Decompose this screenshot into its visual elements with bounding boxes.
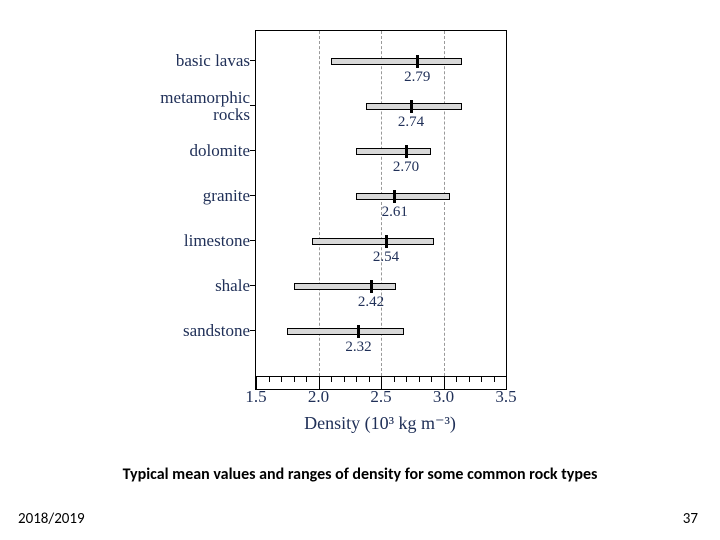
mean-value-label: 2.79	[404, 69, 430, 86]
y-tick-label: dolomite	[190, 142, 250, 159]
mean-value-label: 2.54	[373, 249, 399, 266]
y-tickmark	[250, 330, 255, 331]
footer-date: 2018/2019	[18, 510, 85, 528]
y-tickmark	[250, 285, 255, 286]
x-minor-tick	[344, 377, 345, 382]
x-minor-tick	[456, 377, 457, 382]
x-minor-tick	[431, 377, 432, 382]
density-range-chart: 2.792.742.702.612.542.422.32 1.52.02.53.…	[110, 15, 510, 415]
range-bar	[331, 58, 462, 65]
x-minor-tick	[331, 377, 332, 382]
x-minor-tick	[281, 377, 282, 382]
x-tick-label: 3.0	[433, 387, 454, 407]
mean-marker	[393, 190, 396, 203]
mean-value-label: 2.70	[393, 159, 419, 176]
x-minor-tick	[269, 377, 270, 382]
mean-marker	[410, 100, 413, 113]
x-tick-label: 3.5	[495, 387, 516, 407]
range-bar	[356, 193, 450, 200]
y-tick-label: granite	[203, 187, 250, 204]
page-number: 37	[683, 510, 698, 528]
gridline	[444, 31, 445, 376]
x-tick-label: 2.5	[370, 387, 391, 407]
x-minor-tick	[494, 377, 495, 382]
y-tick-label: metamorphicrocks	[160, 89, 250, 123]
plot-area: 2.79 2.74 2.70 2.61 2.54 2.42 2.32	[255, 30, 507, 377]
x-minor-tick	[394, 377, 395, 382]
y-tickmark	[250, 195, 255, 196]
x-minor-tick	[481, 377, 482, 382]
mean-marker	[385, 235, 388, 248]
range-bar	[287, 328, 403, 335]
mean-value-label: 2.42	[358, 294, 384, 311]
gridline	[319, 31, 320, 376]
mean-marker	[370, 280, 373, 293]
mean-marker	[416, 55, 419, 68]
y-tickmark	[250, 105, 255, 106]
y-tickmark	[250, 240, 255, 241]
x-minor-tick	[356, 377, 357, 382]
x-axis-label: Density (10³ kg m⁻³)	[255, 413, 505, 434]
mean-value-label: 2.61	[382, 204, 408, 221]
range-bar	[356, 148, 431, 155]
mean-value-label: 2.74	[398, 114, 424, 131]
mean-marker	[357, 325, 360, 338]
figure-caption: Typical mean values and ranges of densit…	[0, 465, 720, 484]
y-tickmark	[250, 150, 255, 151]
mean-marker	[405, 145, 408, 158]
x-tick-label: 2.0	[308, 387, 329, 407]
x-minor-tick	[469, 377, 470, 382]
x-minor-tick	[419, 377, 420, 382]
y-tick-label: basic lavas	[176, 52, 250, 69]
y-tick-label: shale	[215, 277, 250, 294]
y-tick-label: sandstone	[183, 322, 250, 339]
y-tickmark	[250, 60, 255, 61]
x-axis-box: 1.52.02.53.03.5	[255, 377, 507, 390]
range-bar	[312, 238, 433, 245]
x-minor-tick	[306, 377, 307, 382]
x-minor-tick	[406, 377, 407, 382]
range-bar	[294, 283, 397, 290]
x-tick-label: 1.5	[245, 387, 266, 407]
x-minor-tick	[294, 377, 295, 382]
x-minor-tick	[369, 377, 370, 382]
y-tick-label: limestone	[184, 232, 250, 249]
mean-value-label: 2.32	[345, 339, 371, 356]
range-bar	[366, 103, 462, 110]
